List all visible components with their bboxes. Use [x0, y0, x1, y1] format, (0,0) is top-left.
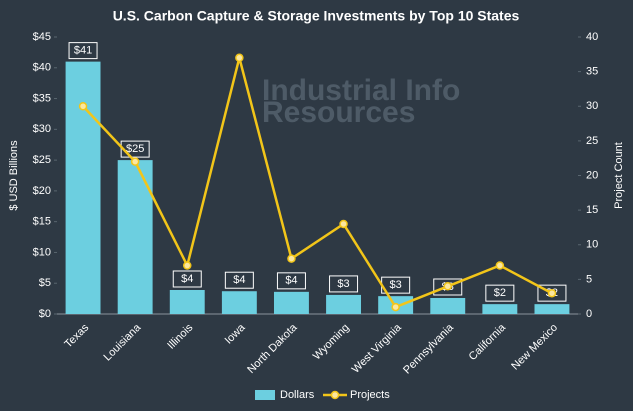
line-marker: [130, 157, 140, 166]
bar: [326, 294, 362, 314]
value-label-box: [329, 275, 359, 293]
line-marker: [443, 282, 452, 291]
y2-tick-label: 10: [586, 239, 598, 251]
value-label: $3: [337, 278, 349, 290]
y-tick-label: $45: [33, 31, 51, 43]
bar: [117, 160, 153, 314]
bar: [273, 291, 309, 314]
line-marker: [235, 53, 244, 63]
value-label-box: [68, 42, 98, 60]
y-tick-label: $20: [33, 185, 51, 197]
line-marker: [287, 254, 296, 263]
value-label: $4: [285, 275, 297, 287]
value-label: $3: [390, 279, 402, 291]
chart-title: U.S. Carbon Capture & Storage Investment…: [113, 8, 520, 24]
bar: [221, 291, 257, 314]
y-tick-label: $30: [33, 123, 51, 135]
line-marker: [78, 102, 88, 111]
y2-tick-label: 25: [586, 135, 598, 147]
bar: [534, 304, 570, 314]
line-marker: [391, 302, 400, 312]
line: [82, 57, 553, 309]
x-tick-label: New Mexico: [509, 322, 560, 373]
bar: [482, 304, 518, 314]
legend-swatch: [255, 390, 275, 400]
x-tick-label: West Virginia: [350, 321, 405, 376]
value-label-box: [485, 284, 515, 302]
value-label: $2: [494, 287, 506, 299]
line-marker: [339, 219, 348, 229]
legend-label: Dollars: [280, 389, 315, 401]
value-label: $25: [126, 143, 144, 155]
y-tick-label: $5: [39, 277, 51, 289]
line-marker: [547, 288, 557, 298]
bar: [169, 289, 205, 314]
y-tick-label: $10: [33, 246, 51, 258]
y-tick-label: $25: [33, 154, 51, 166]
x-tick-label: California: [467, 321, 509, 363]
y-tick-label: $0: [39, 308, 51, 320]
y2-axis-label: Project Count: [613, 142, 625, 209]
y-tick-label: $15: [33, 216, 51, 228]
watermark: Resources: [262, 96, 415, 129]
line-marker: [495, 261, 505, 270]
y-tick-label: $40: [33, 62, 51, 74]
x-tick-label: Pennsylvania: [401, 321, 456, 376]
value-label-box: [276, 272, 306, 290]
y2-tick-label: 15: [586, 204, 598, 216]
line-marker: [183, 261, 192, 270]
y2-tick-label: 20: [586, 169, 598, 181]
bar: [65, 61, 101, 314]
y2-tick-label: 30: [586, 100, 598, 112]
x-tick-label: Iowa: [223, 321, 249, 347]
value-label-box: [224, 271, 254, 289]
value-label: $4: [181, 273, 193, 285]
y-axis-label: $ USD Billions: [8, 140, 20, 211]
bar: [430, 297, 466, 314]
x-tick-label: Illinois: [165, 321, 195, 351]
y2-tick-label: 40: [586, 31, 598, 43]
y2-tick-label: 0: [586, 308, 592, 320]
x-tick-label: Texas: [62, 321, 91, 350]
value-label: $41: [74, 45, 92, 57]
x-tick-label: Louisiana: [102, 321, 144, 363]
y-tick-label: $35: [33, 92, 51, 104]
y2-tick-label: 5: [586, 273, 592, 285]
watermark: Industrial Info: [262, 74, 460, 107]
x-tick-label: Wyoming: [311, 322, 352, 363]
legend-label: Projects: [350, 389, 390, 401]
x-tick-label: North Dakota: [245, 321, 300, 376]
legend-swatch: [330, 390, 340, 400]
value-label: $4: [233, 274, 245, 286]
value-label-box: [172, 270, 202, 288]
y2-tick-label: 35: [586, 66, 598, 78]
